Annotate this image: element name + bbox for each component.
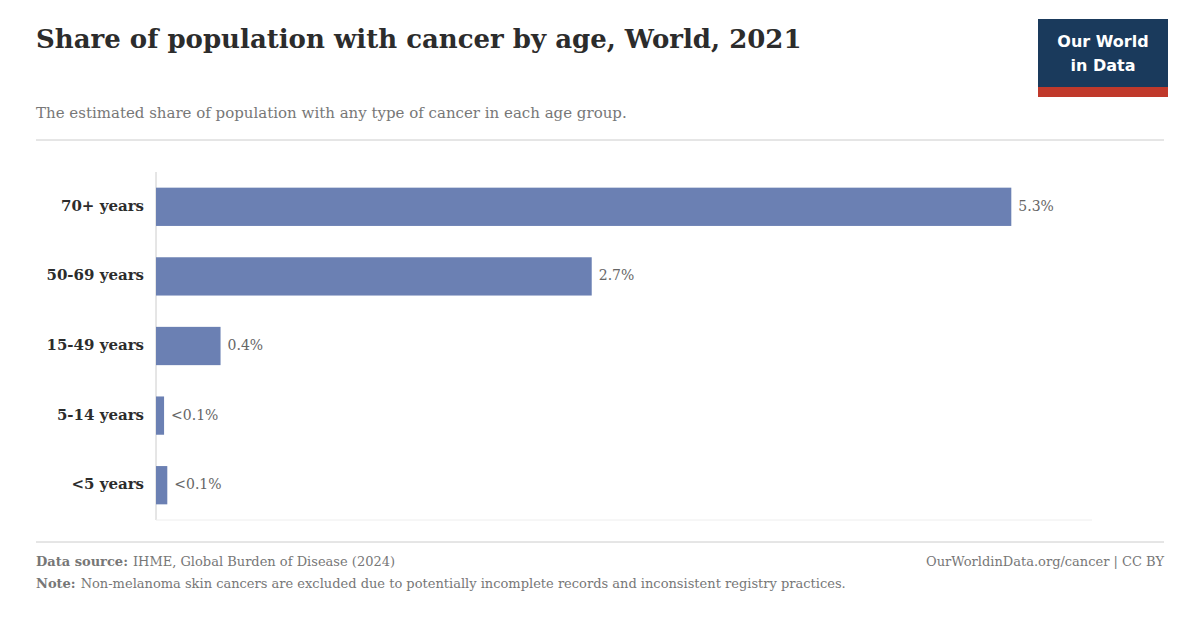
bar [156, 396, 164, 434]
logo-text: in Data [1071, 56, 1136, 75]
data-label: <0.1% [171, 407, 218, 423]
x-axis-line [156, 520, 1092, 521]
data-label: 5.3% [1018, 198, 1054, 214]
bar [156, 327, 221, 365]
source-label: Data source: [36, 554, 128, 569]
data-label: 0.4% [228, 337, 264, 353]
logo-background [1038, 19, 1168, 97]
bar [156, 466, 167, 504]
y-tick-label: 70+ years [61, 197, 144, 215]
logo: Our World in Data [1038, 19, 1168, 97]
separator [36, 140, 1164, 141]
y-tick-label: <5 years [71, 475, 144, 493]
labels: 70+ years 5.3% 50-69 years 2.7% 15-49 years 0… [46, 197, 1053, 493]
source: Data source: IHME, Global Burden of Disea… [36, 554, 395, 569]
bars [156, 188, 1011, 505]
bar [156, 188, 1011, 226]
y-tick-label: 5-14 years [57, 406, 144, 424]
credit: OurWorldinData.org/cancer | CC BY [926, 554, 1164, 569]
background [0, 0, 1200, 628]
separator [36, 542, 1164, 543]
note-label: Note: [36, 576, 76, 591]
note-text: Non-melanoma skin cancers are excluded d… [81, 576, 846, 591]
title: Share of population with cancer by age, … [36, 24, 802, 54]
subtitle: The estimated share of population with a… [36, 104, 627, 122]
note: Note: Non-melanoma skin cancers are exclu… [36, 576, 846, 591]
y-tick-label: 50-69 years [46, 266, 144, 284]
logo-text: Our World [1057, 32, 1148, 51]
y-tick-label: 15-49 years [46, 336, 144, 354]
data-label: 2.7% [599, 267, 635, 283]
source-text: IHME, Global Burden of Disease (2024) [133, 554, 395, 569]
data-label: <0.1% [174, 476, 221, 492]
logo-stripe [1038, 87, 1168, 97]
bar [156, 257, 592, 295]
chart: Share of population with cancer by age, … [0, 0, 1200, 628]
